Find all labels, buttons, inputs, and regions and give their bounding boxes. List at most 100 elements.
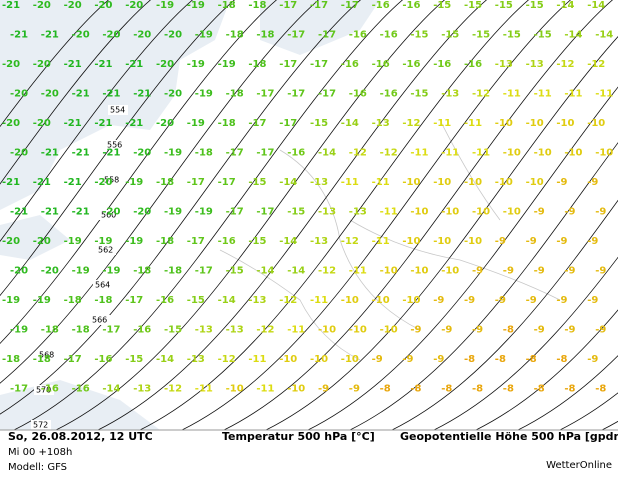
isohypse — [265, 36, 618, 431]
temperature-label: -9 — [564, 207, 575, 218]
parameter: Temperatur 500 hPa [°C] — [222, 430, 375, 443]
temperature-label: -16 — [464, 59, 482, 70]
temperature-label: -11 — [310, 295, 328, 306]
temperature-label: -13 — [195, 325, 213, 336]
temperature-label: -14 — [102, 384, 120, 395]
temperature-label: -8 — [495, 354, 506, 365]
temperature-label: -9 — [410, 325, 421, 336]
contour-label-bg — [90, 315, 110, 325]
temperature-label: -9 — [526, 236, 537, 247]
isohypse — [0, 0, 236, 297]
temperature-label: -13 — [441, 89, 459, 100]
temperature-label: -18 — [248, 0, 266, 11]
contour-label: 556 — [107, 141, 122, 150]
temperature-label: -20 — [72, 30, 90, 41]
temperature-label: -17 — [248, 118, 266, 129]
temperature-label: -11 — [287, 325, 305, 336]
temperature-label: -9 — [587, 177, 598, 188]
temperature-label: -10 — [372, 295, 390, 306]
temperature-label: -19 — [64, 236, 82, 247]
temperature-label: -8 — [380, 384, 391, 395]
temperature-label: -16 — [94, 354, 112, 365]
contour-label: 558 — [104, 176, 119, 185]
temperature-label: -15 — [534, 30, 552, 41]
temperature-label: -9 — [595, 207, 606, 218]
temperature-label: -17 — [10, 384, 28, 395]
temperature-label: -20 — [125, 0, 143, 11]
temperature-label: -9 — [433, 295, 444, 306]
temperature-label: -20 — [33, 236, 51, 247]
temperature-label: -11 — [349, 266, 367, 277]
temperature-label: -14 — [318, 148, 336, 159]
temperature-label: -17 — [125, 295, 143, 306]
sea — [0, 215, 70, 260]
isohypse — [307, 86, 618, 431]
temperature-label: -21 — [64, 177, 82, 188]
temperature-label: -18 — [226, 30, 244, 41]
temperature-label: -19 — [10, 325, 28, 336]
temperature-label: -10 — [564, 148, 582, 159]
temperature-label: -16 — [402, 0, 420, 11]
temperature-label: -10 — [279, 354, 297, 365]
isohypse — [475, 309, 618, 431]
temperature-label: -12 — [380, 148, 398, 159]
temperature-label: -12 — [349, 148, 367, 159]
temperature-label: -19 — [195, 207, 213, 218]
temperature-label: -20 — [41, 266, 59, 277]
temperature-label: -9 — [472, 266, 483, 277]
temperature-label: -11 — [441, 148, 459, 159]
temperature-label: -18 — [94, 295, 112, 306]
temperature-label: -15 — [125, 354, 143, 365]
temperature-label: -18 — [218, 118, 236, 129]
temperature-label: -9 — [595, 266, 606, 277]
temperature-label: -21 — [10, 30, 28, 41]
temperature-label: -18 — [226, 89, 244, 100]
temperature-label: -10 — [495, 177, 513, 188]
temperature-label: -14 — [587, 0, 605, 11]
contour-label: 554 — [110, 106, 125, 115]
temperature-label: -20 — [2, 118, 20, 129]
temperature-label: -12 — [341, 236, 359, 247]
temperature-label: -10 — [310, 354, 328, 365]
temperature-label: -16 — [133, 325, 151, 336]
temperature-label: -12 — [218, 354, 236, 365]
temperature-label: -16 — [380, 89, 398, 100]
temperature-label: -20 — [164, 30, 182, 41]
temperature-label: -11 — [472, 148, 490, 159]
temperature-label: -9 — [433, 354, 444, 365]
temperature-label: -12 — [318, 266, 336, 277]
temperature-label: -15 — [248, 177, 266, 188]
temperature-label: -19 — [125, 236, 143, 247]
temperature-label: -9 — [587, 236, 598, 247]
temperature-label: -19 — [218, 59, 236, 70]
contour-label-bg — [108, 105, 128, 115]
temperature-label: -15 — [410, 30, 428, 41]
temperature-label: -14 — [279, 177, 297, 188]
temperature-label: -12 — [556, 59, 574, 70]
temperature-label: -21 — [94, 118, 112, 129]
temperature-label: -18 — [156, 177, 174, 188]
temperature-label: -9 — [495, 236, 506, 247]
temperature-label: -12 — [402, 118, 420, 129]
temperature-label: -16 — [402, 59, 420, 70]
temperature-label: -17 — [256, 89, 274, 100]
temperature-label: -15 — [187, 295, 205, 306]
temperature-label: -10 — [318, 325, 336, 336]
temperature-label: -17 — [64, 354, 82, 365]
temperature-label: -16 — [380, 30, 398, 41]
temperature-label: -19 — [94, 236, 112, 247]
temperature-label: -18 — [156, 236, 174, 247]
temperature-label: -11 — [248, 354, 266, 365]
temperature-label: -20 — [94, 177, 112, 188]
temperature-label: -10 — [595, 148, 613, 159]
temperature-label: -21 — [64, 59, 82, 70]
temperature-label: -20 — [33, 59, 51, 70]
temperature-label: -17 — [187, 177, 205, 188]
isohypse — [97, 0, 488, 431]
temperature-label: -9 — [587, 295, 598, 306]
isohypse — [0, 0, 194, 243]
temperature-label: -21 — [72, 148, 90, 159]
temperature-label: -9 — [564, 325, 575, 336]
temperature-label: -18 — [256, 30, 274, 41]
